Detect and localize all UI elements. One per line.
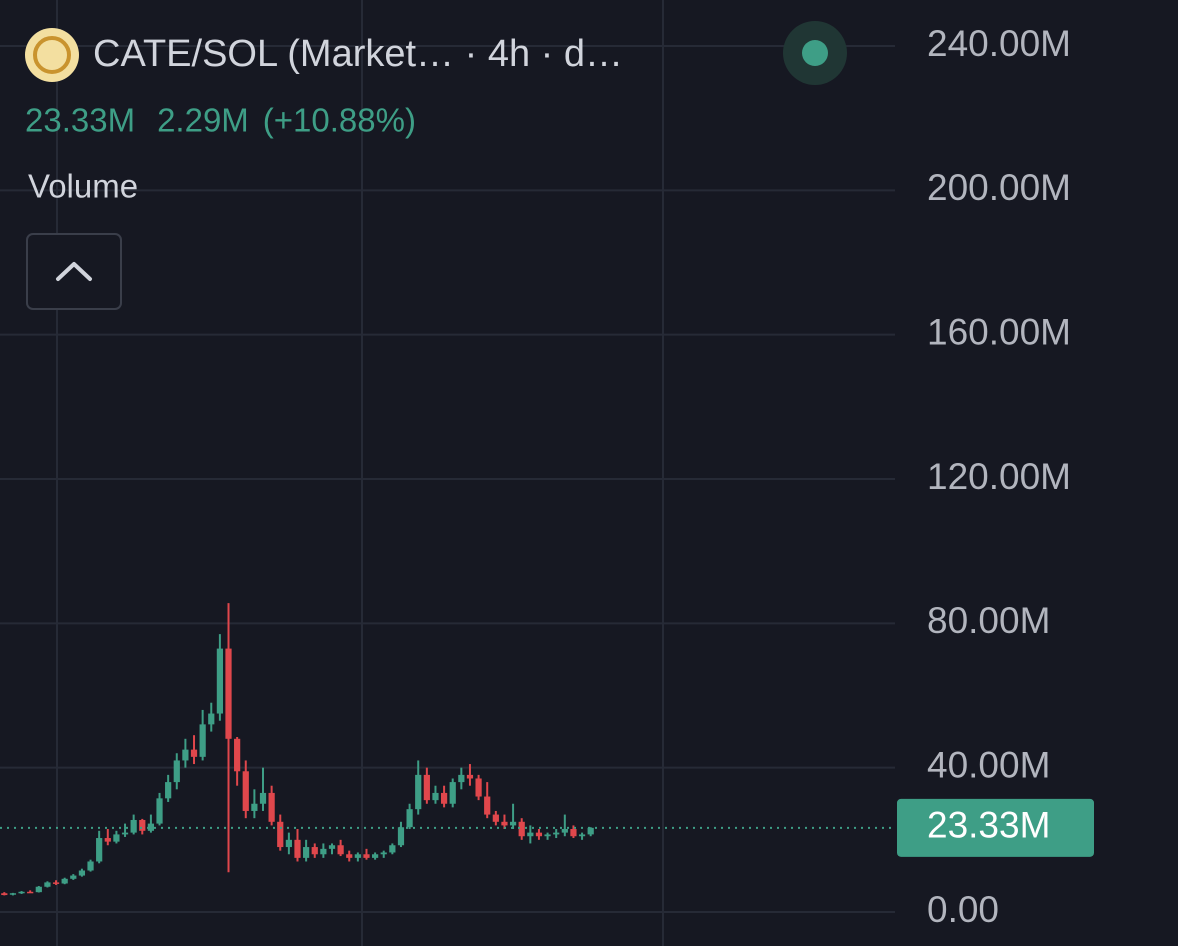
candle-body: [18, 891, 25, 894]
candle-body: [70, 875, 77, 879]
candle-body: [182, 749, 189, 761]
candle-body: [96, 838, 103, 862]
collapse-button[interactable]: [26, 233, 122, 310]
candle-body: [87, 861, 94, 871]
candle-body: [346, 854, 353, 858]
y-axis: 0.00 40.00M 80.00M 120.00M 160.00M 200.00M 240…: [897, 23, 1094, 930]
candle-body: [484, 796, 491, 815]
chart-title: CATE/SOL (Market… · 4h · d…: [93, 33, 623, 75]
candle-body: [492, 814, 499, 822]
candle-body: [458, 774, 465, 783]
candle-body: [475, 778, 482, 797]
candle-body: [52, 882, 60, 884]
candle-body: [544, 834, 551, 837]
candles: [0, 603, 895, 896]
coin-icon-ring: [33, 36, 71, 74]
candle-body: [587, 827, 594, 835]
candle-body: [9, 893, 17, 895]
candle-body: [423, 774, 430, 801]
candle-body: [104, 838, 111, 842]
y-tick-label: 160.00M: [927, 311, 1071, 352]
candle-body: [397, 827, 405, 846]
candle-body: [242, 771, 249, 811]
candle-body: [449, 782, 456, 804]
y-tick-label: 120.00M: [927, 456, 1071, 497]
candle-body: [1, 893, 8, 896]
candle-body: [294, 839, 301, 858]
candle-body: [320, 848, 327, 855]
candle-body: [27, 891, 34, 894]
legend-value: (+10.88%): [263, 102, 416, 139]
candle-body: [535, 832, 543, 837]
candle-body: [509, 821, 517, 826]
candle-body: [363, 854, 370, 858]
candle-body: [578, 834, 586, 837]
candle-body: [216, 648, 223, 714]
candle-body: [518, 821, 525, 837]
y-tick-label: 240.00M: [927, 23, 1071, 64]
header: CATE/SOL (Market… · 4h · d… 23.33M 2.29M…: [25, 21, 847, 310]
candle-body: [432, 792, 439, 801]
y-tick-label: 40.00M: [927, 744, 1050, 785]
grid: [0, 45, 895, 913]
candle-body: [147, 823, 155, 831]
candle-body: [570, 829, 577, 837]
candle-body: [61, 878, 68, 884]
candle-body: [501, 821, 508, 826]
candle-body: [208, 713, 215, 725]
candle-body: [234, 738, 241, 772]
coin-icon: [25, 28, 79, 82]
candle-body: [121, 832, 129, 835]
last-price-badge: [897, 798, 1094, 857]
candle-body: [251, 803, 258, 811]
candle-body: [406, 809, 413, 828]
legend-value: 23.33M: [25, 102, 135, 139]
candle-body: [561, 829, 568, 833]
candle-body: [113, 834, 120, 842]
candle-body: [415, 774, 422, 810]
candle-body: [277, 821, 284, 848]
legend-value: 2.29M: [157, 102, 249, 139]
candle-body: [389, 845, 396, 853]
vertical-grid: [56, 0, 664, 946]
candle-body: [165, 782, 172, 799]
candle-body: [190, 749, 198, 757]
candle-body: [328, 845, 336, 849]
candle-body: [259, 792, 267, 804]
y-tick-label: 80.00M: [927, 600, 1050, 641]
candle-body: [78, 870, 86, 876]
candle-body: [553, 832, 560, 835]
candle-body: [285, 839, 292, 848]
candle-body: [527, 832, 534, 837]
last-price-label: 23.33M: [927, 805, 1050, 846]
candle-body: [35, 886, 42, 893]
candle-body: [311, 847, 318, 855]
candle-body: [156, 798, 163, 824]
candle-body: [440, 792, 448, 804]
candle-body: [337, 845, 344, 855]
candle-body: [303, 847, 310, 858]
status-dot: [802, 40, 828, 66]
candle-body: [380, 852, 387, 855]
candle-body: [173, 760, 180, 783]
indicator-label: Volume: [28, 168, 138, 205]
chevron-up: [56, 262, 92, 281]
candle-body: [44, 882, 51, 887]
candle-body: [199, 724, 206, 757]
candle-body: [139, 819, 146, 831]
y-tick-label: 0.00: [927, 889, 999, 930]
candle-body: [466, 774, 474, 779]
candle-body: [354, 854, 361, 858]
candle-body: [225, 648, 232, 739]
candle-body: [130, 819, 137, 833]
y-tick-label: 200.00M: [927, 167, 1071, 208]
candle-body: [372, 854, 379, 858]
candle-body: [268, 792, 275, 822]
